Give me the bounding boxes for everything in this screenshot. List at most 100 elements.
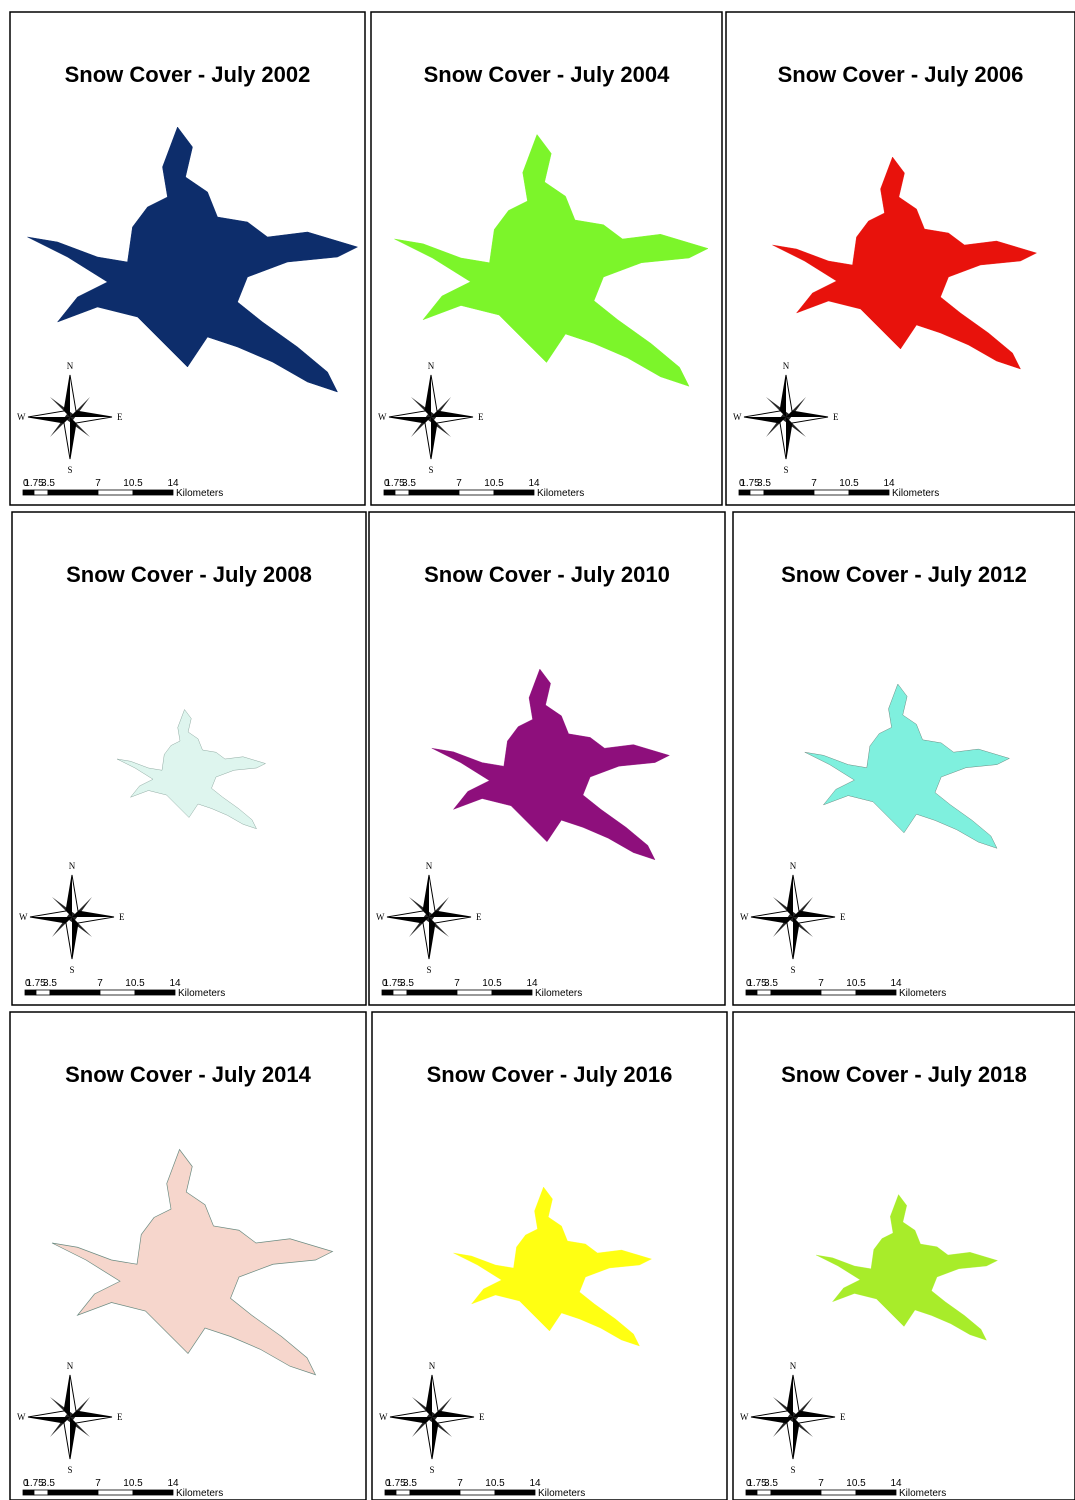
- scale-label: 0: [746, 978, 752, 989]
- scale-segment: [97, 1489, 134, 1496]
- scale-label: 3.5: [403, 1478, 417, 1489]
- scale-label: 0: [384, 478, 390, 489]
- scale-label: 10.5: [839, 478, 859, 489]
- scale-label: 10.5: [484, 478, 504, 489]
- scale-label: 7: [811, 478, 817, 489]
- panel-title: Snow Cover - July 2010: [424, 562, 670, 587]
- panel-title: Snow Cover - July 2002: [65, 62, 311, 87]
- scale-label: 10.5: [846, 1478, 866, 1489]
- scale-label: 0: [23, 1478, 29, 1489]
- scale-segment: [47, 1489, 99, 1496]
- compass-s: S: [69, 965, 74, 975]
- scale-label: 3.5: [400, 978, 414, 989]
- scale-label: 14: [169, 978, 181, 989]
- scale-label: 10.5: [482, 978, 502, 989]
- snow-cover-area: [431, 668, 670, 861]
- scale-label: 3.5: [764, 1478, 778, 1489]
- scale-label: 3.5: [43, 978, 57, 989]
- compass-s: S: [790, 1465, 795, 1475]
- scale-segment: [22, 1489, 35, 1496]
- map-panel: Snow Cover - July 2018 N S E W 01.753.5 7 10.5 1…: [732, 1011, 1075, 1500]
- north-arrow: N S E W: [379, 1361, 485, 1475]
- map-panel: Snow Cover - July 2008 N S E W 01.753.5 7 10.5 1…: [11, 511, 367, 1006]
- scale-segment: [763, 489, 815, 496]
- north-arrow: N S E W: [378, 361, 484, 475]
- scale-unit: Kilometers: [537, 488, 584, 499]
- compass-e: E: [119, 912, 125, 922]
- panel-title: Snow Cover - July 2016: [427, 1062, 673, 1087]
- scale-segment: [459, 1489, 496, 1496]
- scale-segment: [381, 989, 394, 996]
- scale-segment: [132, 489, 174, 496]
- scale-segment: [770, 1489, 822, 1496]
- compass-n: N: [428, 361, 435, 371]
- compass-w: W: [740, 912, 749, 922]
- panel-title: Snow Cover - July 2014: [65, 1062, 312, 1087]
- scale-label: 0: [382, 978, 388, 989]
- scale-label: 7: [457, 1478, 463, 1489]
- scale-segment: [33, 489, 49, 496]
- compass-e: E: [476, 912, 482, 922]
- compass-s: S: [783, 465, 788, 475]
- scale-segment: [756, 989, 772, 996]
- compass-diagonal: [773, 1397, 813, 1437]
- scale-label: 0: [23, 478, 29, 489]
- scale-unit: Kilometers: [899, 988, 946, 999]
- scale-segment: [134, 989, 176, 996]
- scale-label: 0: [746, 1478, 752, 1489]
- scale-label: 7: [818, 1478, 824, 1489]
- map-panel: Snow Cover - July 2016 N S E W 01.753.5 7 10.5 1…: [371, 1011, 728, 1500]
- scale-segment: [24, 989, 37, 996]
- compass-diagonal: [50, 397, 90, 437]
- map-panel: Snow Cover - July 2004 N S E W 01.753.5 7 10.5 1…: [370, 11, 723, 506]
- scale-segment: [738, 489, 751, 496]
- scale-label: 0: [385, 1478, 391, 1489]
- scale-unit: Kilometers: [892, 488, 939, 499]
- scale-label: 1.75: [383, 978, 403, 989]
- scale-segment: [848, 489, 890, 496]
- scale-label: 1.75: [747, 978, 767, 989]
- snow-cover-area: [772, 156, 1038, 370]
- compass-s: S: [67, 465, 72, 475]
- scale-segment: [392, 989, 408, 996]
- compass-n: N: [429, 1361, 436, 1371]
- scale-label: 10.5: [846, 978, 866, 989]
- compass-e: E: [117, 412, 123, 422]
- scale-label: 3.5: [764, 978, 778, 989]
- scale-segment: [394, 489, 410, 496]
- scale-label: 7: [454, 978, 460, 989]
- compass-w: W: [376, 912, 385, 922]
- scale-segment: [458, 489, 495, 496]
- scale-segment: [409, 1489, 461, 1496]
- map-panel: Snow Cover - July 2002 N S E W 01.753.5 7 10.5 1…: [9, 11, 366, 506]
- scale-segment: [408, 489, 460, 496]
- scale-segment: [813, 489, 850, 496]
- panel-title: Snow Cover - July 2018: [781, 1062, 1027, 1087]
- north-arrow: N S E W: [740, 861, 846, 975]
- scale-segment: [132, 1489, 174, 1496]
- scale-segment: [47, 489, 99, 496]
- scale-segment: [494, 1489, 536, 1496]
- compass-e: E: [840, 912, 846, 922]
- scale-segment: [456, 989, 493, 996]
- scale-label: 7: [95, 1478, 101, 1489]
- scale-label: 10.5: [123, 1478, 143, 1489]
- compass-w: W: [378, 412, 387, 422]
- scale-segment: [745, 1489, 758, 1496]
- compass-s: S: [428, 465, 433, 475]
- north-arrow: N S E W: [376, 861, 482, 975]
- scale-segment: [820, 989, 857, 996]
- scale-segment: [749, 489, 765, 496]
- scale-segment: [406, 989, 458, 996]
- scale-label: 10.5: [125, 978, 145, 989]
- scale-label: 0: [25, 978, 31, 989]
- scale-segment: [33, 1489, 49, 1496]
- scale-label: 14: [529, 1478, 541, 1489]
- scale-label: 1.75: [386, 1478, 406, 1489]
- compass-diagonal: [409, 897, 449, 937]
- map-panel: Snow Cover - July 2010 N S E W 01.753.5 7 10.5 1…: [368, 511, 726, 1006]
- scale-segment: [855, 989, 897, 996]
- scale-label: 1.75: [26, 978, 46, 989]
- scale-segment: [855, 1489, 897, 1496]
